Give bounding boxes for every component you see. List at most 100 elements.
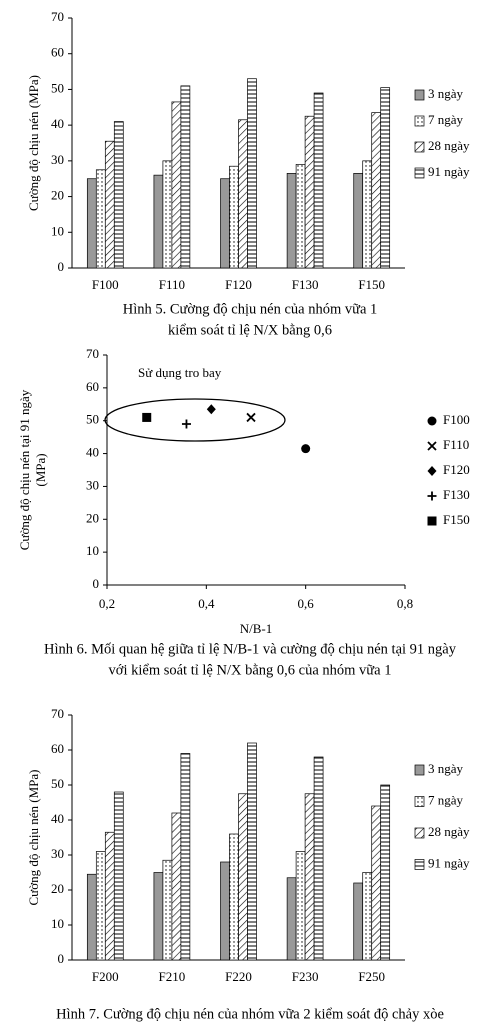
y-tick-label: 20: [86, 510, 99, 525]
caption: với kiểm soát tỉ lệ N/X bằng 0,6 của nhó…: [109, 662, 392, 678]
bar: [380, 87, 391, 269]
y-tick-label: 20: [51, 188, 64, 203]
y-tick-label: 70: [51, 9, 64, 24]
bar: [220, 178, 230, 269]
legend-label: 28 ngày: [428, 138, 470, 153]
bar: [180, 85, 191, 269]
legend-label: F130: [443, 487, 470, 502]
bar: [238, 119, 248, 269]
legend-label: 7 ngày: [428, 792, 464, 807]
bar: [286, 877, 297, 961]
x-tick-label: F210: [159, 969, 186, 984]
caption: Hình 5. Cường độ chịu nén của nhóm vữa 1: [123, 301, 378, 317]
bar: [238, 793, 248, 961]
x-tick-label: F120: [225, 277, 252, 292]
y-tick-label: 50: [86, 412, 99, 427]
bar: [286, 173, 297, 269]
bar: [153, 872, 164, 961]
bar: [95, 851, 106, 961]
legend-label: F100: [443, 412, 470, 427]
legend-swatch: [414, 827, 425, 839]
y-axis-label: Cường độ chịu nén (MPa): [26, 75, 41, 211]
annotation-ellipse: [104, 398, 286, 442]
legend-swatch: [414, 141, 425, 153]
bar: [113, 791, 124, 961]
bar: [171, 812, 182, 961]
caption: Hình 7. Cường độ chịu nén của nhóm vữa 2…: [56, 1006, 444, 1022]
legend-label: F150: [443, 512, 470, 527]
x-tick-label: F130: [292, 277, 319, 292]
y-tick-label: 10: [51, 223, 64, 238]
marker: [427, 516, 437, 526]
y-tick-label: 30: [86, 477, 99, 492]
x-tick-label: 0,6: [298, 596, 315, 611]
legend-label: 7 ngày: [428, 112, 464, 127]
x-tick-label: F250: [358, 969, 385, 984]
y-tick-label: 10: [51, 916, 64, 931]
y-tick-label: 40: [51, 116, 64, 131]
legend-label: 3 ngày: [428, 761, 464, 776]
bar: [104, 831, 115, 961]
bar: [295, 851, 306, 961]
bar: [304, 793, 315, 961]
x-tick-label: F230: [292, 969, 319, 984]
bar: [371, 112, 382, 269]
y-tick-label: 0: [58, 259, 65, 274]
bar: [304, 115, 315, 269]
bar: [180, 753, 191, 961]
bar: [113, 121, 124, 269]
y-tick-label: 50: [51, 776, 64, 791]
legend-label: 3 ngày: [428, 86, 464, 101]
y-tick-label: 20: [51, 881, 64, 896]
legend-label: F120: [443, 462, 470, 477]
y-tick-label: 50: [51, 80, 64, 95]
bar: [86, 178, 97, 269]
y-tick-label: 30: [51, 846, 64, 861]
bar: [171, 101, 182, 269]
marker: [181, 419, 191, 429]
x-tick-label: F110: [159, 277, 185, 292]
y-tick-label: 60: [51, 741, 64, 756]
bar: [104, 140, 115, 269]
x-tick-label: 0,8: [397, 596, 413, 611]
y-tick-label: 70: [86, 346, 99, 361]
bar: [247, 78, 257, 269]
marker: [427, 416, 437, 426]
bar: [362, 872, 373, 961]
bar: [362, 160, 373, 269]
x-tick-label: 0,4: [198, 596, 215, 611]
bar: [153, 174, 164, 269]
caption: Hình 6. Mối quan hệ giữa tỉ lệ N/B-1 và …: [44, 641, 457, 657]
x-tick-label: F220: [225, 969, 252, 984]
y-axis-label: Cường độ chịu nén (MPa): [26, 770, 41, 906]
legend-swatch: [414, 764, 425, 776]
x-tick-label: F100: [92, 277, 119, 292]
bar: [371, 805, 382, 961]
legend-label: 91 ngày: [428, 164, 470, 179]
legend-swatch: [414, 115, 425, 127]
bar: [229, 165, 239, 269]
bar: [353, 173, 364, 269]
bar: [95, 169, 106, 269]
legend-swatch: [414, 167, 425, 179]
x-tick-label: F150: [358, 277, 385, 292]
bar: [247, 742, 257, 961]
x-tick-label: F200: [92, 969, 119, 984]
marker: [427, 441, 437, 451]
bar: [162, 160, 173, 269]
y-tick-label: 40: [86, 445, 99, 460]
x-tick-label: 0,2: [99, 596, 115, 611]
marker: [206, 404, 216, 415]
y-tick-label: 10: [86, 543, 99, 558]
y-axis-label: Cường độ chịu nén tại 91 ngày: [17, 389, 32, 550]
marker: [427, 466, 437, 476]
y-axis-label: (MPa): [33, 453, 48, 486]
marker: [142, 412, 152, 422]
caption: kiểm soát tỉ lệ N/X bằng 0,6: [168, 322, 332, 338]
bar: [162, 859, 173, 961]
y-tick-label: 70: [51, 706, 64, 721]
x-axis-label: N/B-1: [240, 621, 273, 636]
bar: [220, 861, 230, 961]
bar: [295, 164, 306, 269]
